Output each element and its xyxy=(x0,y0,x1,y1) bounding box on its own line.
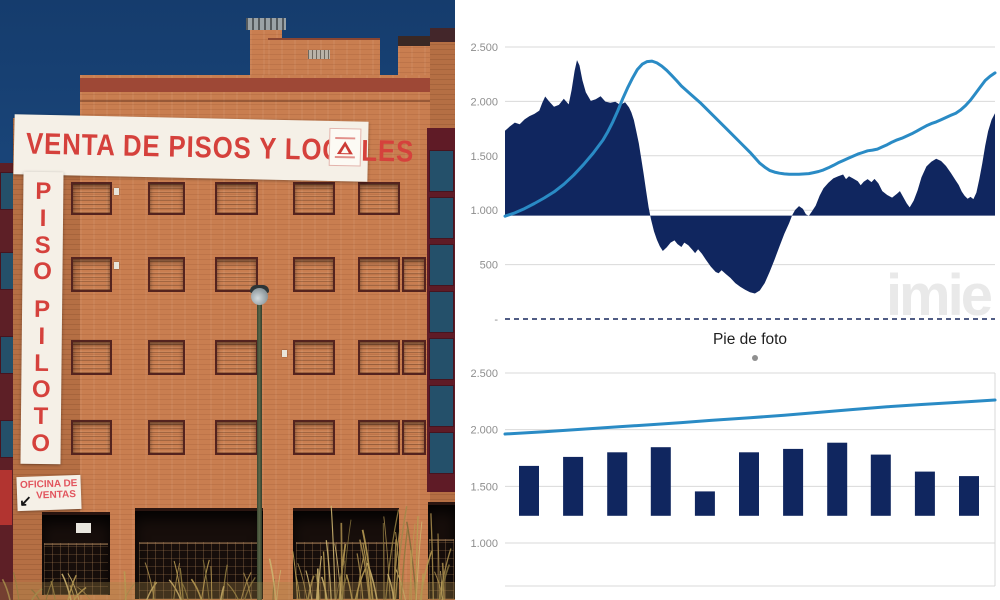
glass-strip xyxy=(427,128,455,492)
stairwell-glass-pane xyxy=(429,197,454,239)
brick-stripe xyxy=(80,78,430,92)
top-chart: imie 2.500 2.000 1.500 1.000 500 - xyxy=(470,42,997,328)
vertical-banner-letter: O xyxy=(31,376,51,404)
window-shutter xyxy=(358,182,400,215)
window-shutter xyxy=(148,340,185,375)
lamp-pole xyxy=(257,299,262,600)
window-shutter xyxy=(358,420,400,455)
window-shutter xyxy=(71,257,112,292)
vertical-banner-letter: I xyxy=(39,204,47,232)
vertical-banner-letter: S xyxy=(34,231,51,259)
vertical-banner-letter: P xyxy=(35,177,52,206)
bar xyxy=(739,452,759,516)
bar xyxy=(650,447,671,516)
bar xyxy=(563,456,584,516)
grille xyxy=(296,542,396,599)
window-shutter xyxy=(293,340,335,375)
ground-opening xyxy=(42,512,110,595)
bar xyxy=(607,452,628,516)
dry-grass xyxy=(0,505,455,600)
window-shutter xyxy=(293,420,335,455)
window-shutter xyxy=(358,257,400,292)
vertical-banner-letter: I xyxy=(38,322,46,350)
bar xyxy=(959,476,979,516)
grille xyxy=(138,542,260,599)
window-shutter xyxy=(402,420,426,455)
bar xyxy=(870,454,891,516)
svg-text:imie: imie xyxy=(886,263,992,328)
window-shutter xyxy=(402,340,426,375)
window-shutter xyxy=(148,182,185,215)
sale-banner: VENTA DE PISOS Y LOCALES xyxy=(13,114,414,182)
stairwell-glass-pane xyxy=(429,432,454,474)
bottom-chart: 2.500 2.000 1.500 1.000 xyxy=(470,368,997,587)
windows-layer xyxy=(0,0,455,600)
vertical-banner-letter: O xyxy=(32,258,52,286)
bar xyxy=(694,491,715,516)
stairwell-glass-pane xyxy=(429,150,454,192)
paper-sign xyxy=(76,523,91,533)
logo-text-line xyxy=(334,155,355,158)
svg-text:2.500: 2.500 xyxy=(470,42,498,54)
street-lamp-icon xyxy=(251,288,268,305)
triangle-logo-icon xyxy=(336,140,354,154)
window-shutter xyxy=(215,182,258,215)
bar xyxy=(827,442,848,516)
svg-text:500: 500 xyxy=(480,260,498,272)
svg-text:-: - xyxy=(494,314,498,326)
window-sticker xyxy=(282,350,287,357)
bar xyxy=(914,471,935,516)
right-cap-dark xyxy=(430,28,455,42)
roof-cap-dark xyxy=(398,36,432,46)
neighbor-awning xyxy=(0,470,12,525)
svg-text:1.000: 1.000 xyxy=(470,538,498,550)
window-shutter xyxy=(71,420,112,455)
roof-penthouse xyxy=(268,38,380,80)
window-shutter xyxy=(402,257,426,292)
stairwell-glass-pane xyxy=(429,338,454,380)
vertical-banner-letter: L xyxy=(34,349,49,377)
vertical-banner-letter: T xyxy=(33,403,49,431)
vertical-banner-letter: P xyxy=(33,295,51,324)
window-shutter xyxy=(293,182,335,215)
chimney-cap xyxy=(246,18,286,30)
caption-dot xyxy=(752,355,758,361)
window-shutter xyxy=(148,420,185,455)
stairwell-glass-pane xyxy=(429,244,454,286)
parapet-shadow xyxy=(80,100,430,102)
svg-text:1.500: 1.500 xyxy=(470,481,498,493)
window-shutter xyxy=(71,182,112,215)
window-sticker xyxy=(114,188,119,195)
window-shutter xyxy=(148,257,185,292)
bar xyxy=(519,465,539,516)
window-shutter xyxy=(358,340,400,375)
svg-text:2.000: 2.000 xyxy=(470,96,498,108)
charts-panel: imie 2.500 2.000 1.500 1.000 500 - Pie de foto… xyxy=(455,0,1000,600)
window-shutter xyxy=(71,340,112,375)
stairwell-glass-pane xyxy=(429,385,454,427)
bar xyxy=(783,448,804,516)
svg-text:2.000: 2.000 xyxy=(470,425,498,437)
logo-text-line xyxy=(335,136,356,139)
stairwell-glass-pane xyxy=(429,291,454,333)
grille xyxy=(44,543,108,595)
svg-text:2.500: 2.500 xyxy=(470,368,498,380)
window-shutter xyxy=(215,340,258,375)
svg-text:1.000: 1.000 xyxy=(470,205,498,217)
window-sticker xyxy=(114,262,119,269)
window-shutter xyxy=(293,257,335,292)
figure-caption: Pie de foto xyxy=(712,331,788,348)
developer-logo xyxy=(328,127,362,167)
roof-vent xyxy=(308,50,330,59)
svg-text:1.500: 1.500 xyxy=(470,151,498,163)
